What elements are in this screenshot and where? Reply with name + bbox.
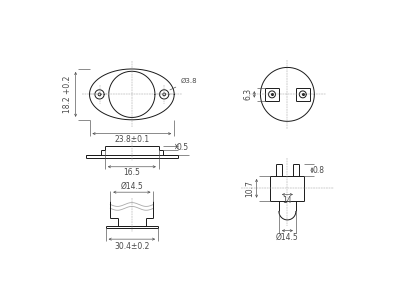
- Text: 0.5: 0.5: [177, 143, 189, 152]
- Text: Ø14.5: Ø14.5: [276, 233, 299, 242]
- Text: 6.3: 6.3: [244, 88, 253, 100]
- Text: 10.7: 10.7: [245, 180, 254, 197]
- Text: 23.8±0.1: 23.8±0.1: [114, 135, 150, 144]
- Text: Ø14.5: Ø14.5: [120, 182, 143, 190]
- Text: 0.8: 0.8: [313, 166, 325, 175]
- Text: 16.5: 16.5: [124, 168, 140, 177]
- Text: 30.4±0.2: 30.4±0.2: [114, 242, 150, 251]
- Text: 14: 14: [282, 196, 292, 205]
- Text: Ø3.8: Ø3.8: [170, 78, 198, 90]
- Text: 18.2 +0.2: 18.2 +0.2: [64, 76, 72, 113]
